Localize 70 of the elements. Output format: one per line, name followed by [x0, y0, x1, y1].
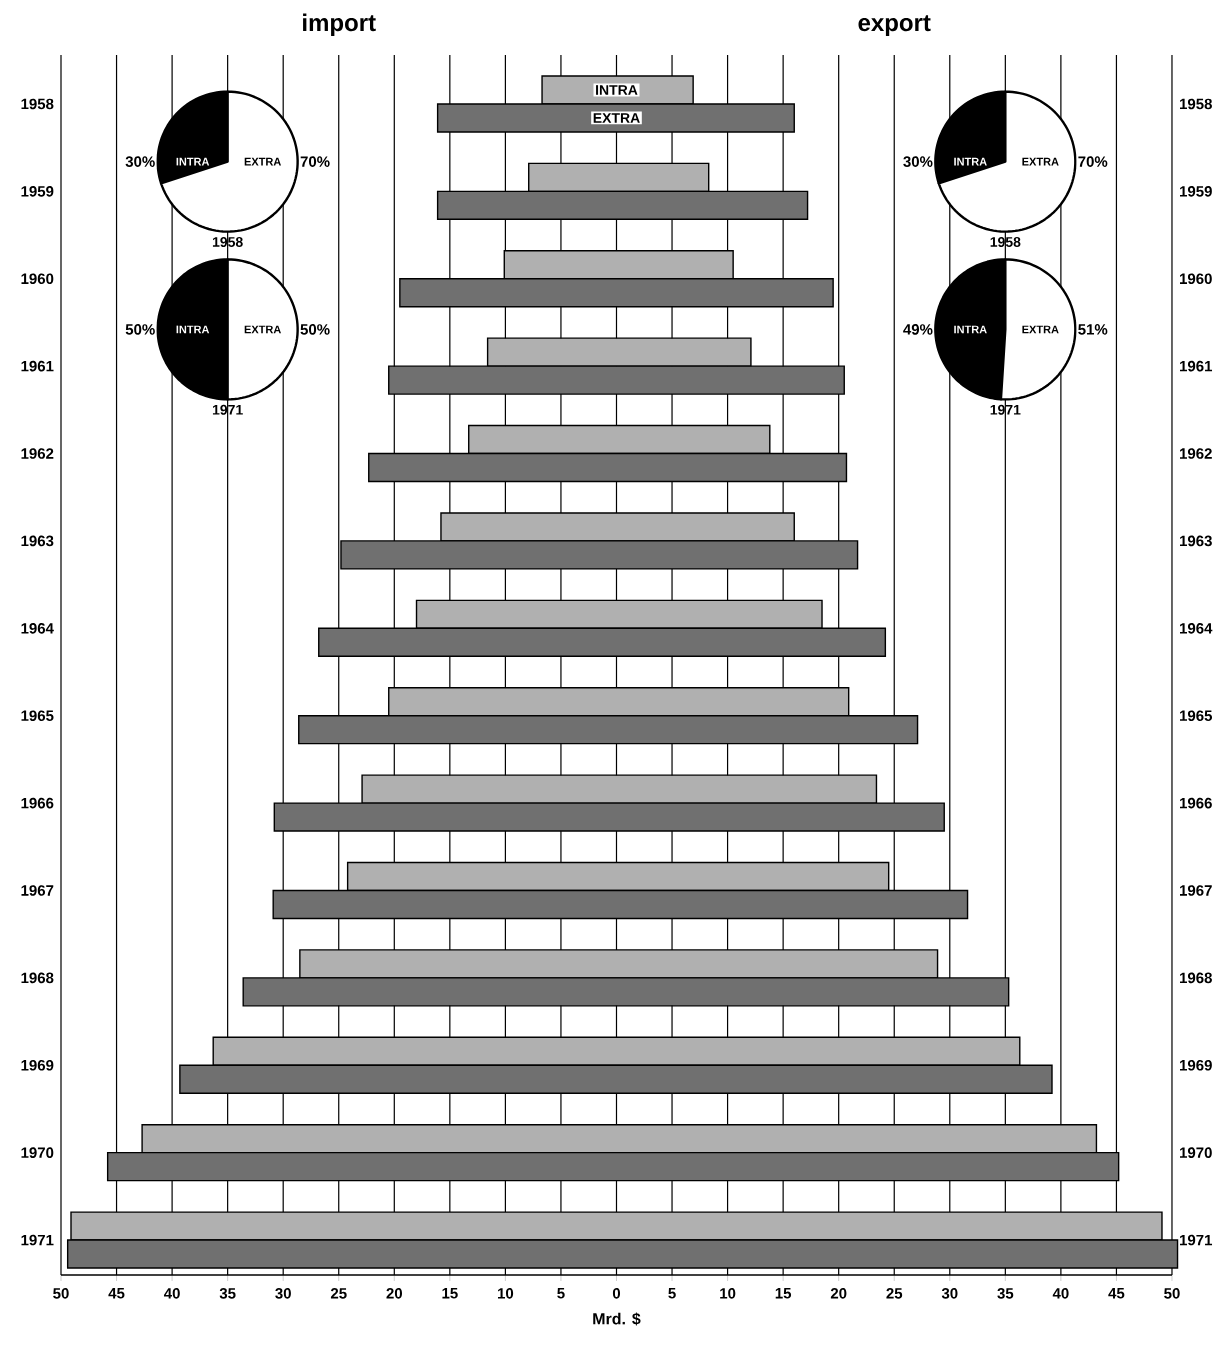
x-tick-label: 30 [275, 1288, 291, 1299]
category-label: 1962 [1180, 448, 1212, 459]
category-label: 1965 [1180, 710, 1213, 722]
data-label: 51% [1078, 324, 1108, 335]
data-label: 49% [903, 324, 933, 335]
y-tick-label: 1960 [21, 273, 54, 285]
x-tick-label: 40 [163, 1288, 180, 1299]
text: import [303, 13, 376, 36]
y-tick-label: 1966 [21, 797, 54, 809]
x-tick-label: 25 [886, 1288, 903, 1299]
x-tick-label: 15 [442, 1288, 458, 1299]
category-label: 1964 [1180, 623, 1213, 634]
x-tick-label: 35 [997, 1288, 1014, 1299]
y-tick-label: 1970 [21, 1147, 54, 1158]
category-label: 1960 [1180, 273, 1212, 285]
slice-label: INTRA [176, 325, 210, 334]
x-tick-label: 50 [53, 1288, 69, 1299]
slice-label: INTRA [954, 157, 987, 166]
y-tick-label: 1959 [21, 186, 54, 197]
x-tick-label: 5 [668, 1288, 676, 1299]
slice-label: EXTRA [1022, 157, 1059, 166]
x-tick-label: 15 [775, 1288, 792, 1299]
category-label: 1966 [1180, 797, 1212, 809]
category-label: 1970 [1180, 1147, 1212, 1158]
x-tick-label: 45 [1108, 1288, 1125, 1299]
y-tick-label: 1958 [21, 98, 54, 110]
category-label: 1971 [1180, 1234, 1213, 1246]
y-tick-label: 1962 [21, 448, 54, 459]
slice-label: EXTRA [244, 325, 281, 334]
slice-label: EXTRA [244, 157, 281, 166]
x-tick-label: 35 [219, 1288, 236, 1299]
category-label: 1959 [1180, 186, 1212, 197]
slice-label: EXTRA [1022, 325, 1059, 334]
y-tick-label: 1968 [21, 972, 54, 984]
data-label: 50% [300, 324, 330, 335]
x-tick-label: 50 [1164, 1288, 1180, 1299]
slice-label: INTRA [176, 157, 210, 166]
category-label: 1969 [1180, 1059, 1212, 1071]
y-tick-label: 1969 [21, 1059, 54, 1071]
x-tick-label: 45 [108, 1288, 125, 1299]
category-label: 1961 [1180, 360, 1213, 372]
x-tick-label: 20 [386, 1288, 403, 1299]
x-tick-label: 40 [1052, 1288, 1069, 1299]
series-label: EXTRA [593, 113, 640, 123]
x-tick-label: 5 [557, 1288, 565, 1299]
data-label: 30% [903, 156, 933, 167]
x-tick-label: 0 [612, 1288, 621, 1299]
y-tick-label: 1971 [21, 1234, 54, 1246]
category-label: 1963 [1180, 535, 1212, 547]
data-label: 70% [300, 156, 330, 167]
x-tick-label: 30 [941, 1288, 958, 1299]
y-tick-label: 1967 [21, 885, 54, 896]
x-tick-label: 20 [830, 1288, 847, 1299]
x-tick-label: 25 [330, 1288, 347, 1299]
data-label: 30% [125, 156, 155, 167]
x-tick-label: 10 [720, 1288, 736, 1299]
slice-label: INTRA [954, 325, 987, 334]
category-label: 1967 [1180, 885, 1212, 896]
category-label: 1958 [1180, 98, 1212, 110]
category-label: 1968 [1180, 972, 1212, 984]
data-label: 70% [1078, 156, 1108, 167]
y-tick-label: 1963 [21, 535, 54, 547]
x-axis-title: Mrd. $ [593, 1312, 641, 1326]
y-tick-label: 1964 [21, 623, 54, 634]
series-label: INTRA [596, 85, 638, 95]
data-label: 50% [125, 324, 155, 335]
x-tick-label: 10 [497, 1288, 514, 1299]
y-tick-label: 1965 [21, 710, 54, 722]
text: export [858, 15, 931, 36]
y-tick-label: 1961 [21, 360, 54, 372]
